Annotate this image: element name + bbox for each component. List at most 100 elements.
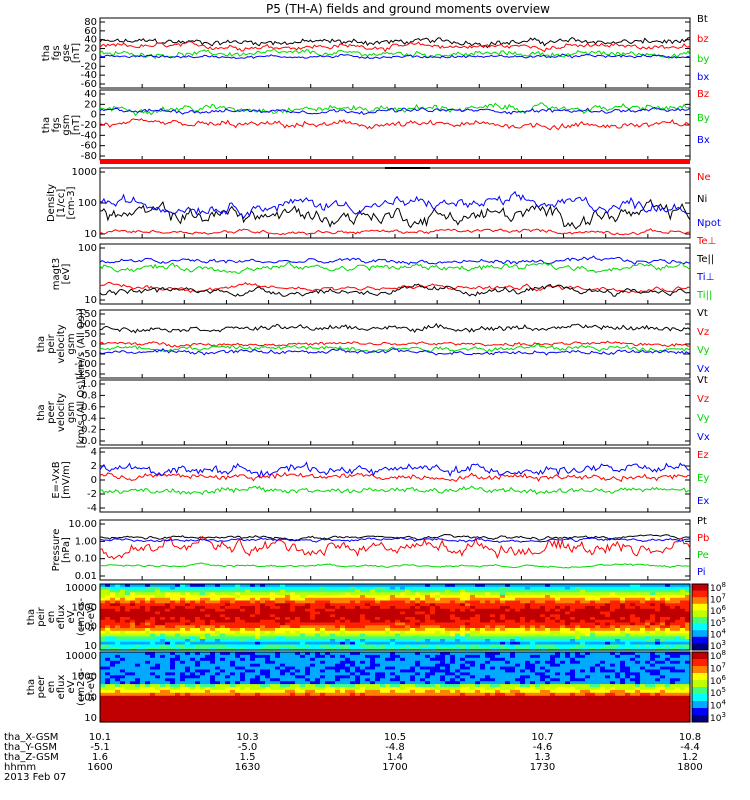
spectrogram-cell [295,684,301,688]
spectrogram-cell [135,617,141,621]
spectrogram-cell [570,636,576,640]
spectrogram-cell [535,586,541,591]
spectrogram-cell [510,606,516,610]
spectrogram-cell [260,644,266,648]
spectrogram-cell [190,660,196,665]
spectrogram-cell [675,657,681,662]
spectrogram-cell [110,641,116,646]
spectrogram-cell [280,595,286,599]
spectrogram-cell [570,681,576,685]
spectrogram-cell [350,589,356,593]
spectrogram-cell [130,614,136,618]
spectrogram-cell [350,622,356,626]
spectrogram-cell [485,617,491,621]
spectrogram-cell [350,584,356,588]
spectrogram-cell [455,652,461,656]
spectrogram-cell [395,597,401,602]
spectrogram-cell [185,608,191,613]
spectrogram-cell [140,628,146,632]
spectrogram-cell [310,586,316,591]
spectrogram-cell [635,600,641,604]
spectrogram-cell [655,600,661,604]
spectrogram-cell [600,595,606,599]
spectrogram-cell [435,603,441,607]
spectrogram-cell [410,606,416,610]
spectrogram-cell [350,625,356,629]
spectrogram-cell [240,644,246,648]
spectrogram-cell [670,687,676,691]
spectrogram-cell [470,600,476,604]
spectrogram-cell [640,660,646,665]
spectrogram-cell [165,654,171,659]
spectrogram-cell [165,684,171,688]
spectrogram-cell [465,672,471,676]
spectrogram-cell [175,617,181,621]
spectrogram-cell [600,663,606,668]
spectrogram-cell [200,622,206,626]
spectrogram-cell [265,608,271,613]
spectrogram-cell [205,692,211,697]
spectrogram-cell [550,630,556,635]
legend-Pt: Pt [697,516,707,527]
spectrogram-cell [545,617,551,621]
spectrogram-cell [165,614,171,618]
spectrogram-cell [310,617,316,621]
spectrogram-cell [625,644,631,648]
spectrogram-cell [505,595,511,599]
spectrogram-cell [615,687,621,691]
spectrogram-cell [665,684,671,688]
spectrogram-cell [405,614,411,618]
spectrogram-cell [525,600,531,604]
spectrogram-cell [465,678,471,682]
spectrogram-cell [165,639,171,643]
spectrogram-cell [110,592,116,596]
spectrogram-cell [335,617,341,621]
spectrogram-cell [340,647,346,651]
y-tick-label: 2 [91,461,97,472]
spectrogram-cell [465,595,471,599]
spectrogram-cell [495,622,501,626]
spectrogram-cell [195,689,201,694]
spectrogram-cell [145,625,151,629]
spectrogram-cell [105,678,111,682]
spectrogram-cell [435,589,441,593]
spectrogram-cell [575,687,581,691]
spectrogram-cell [510,589,516,593]
spectrogram-cell [595,678,601,682]
spectrogram-cell [585,663,591,668]
spectrogram-cell [685,684,691,688]
spectrogram-cell [595,654,601,659]
spectrogram-cell [100,597,106,602]
spectrogram-cell [365,692,371,697]
spectrogram-cell [275,617,281,621]
spectrogram-cell [535,589,541,593]
spectrogram-cell [630,660,636,665]
spectrogram-cell [355,608,361,613]
spectrogram-cell [450,628,456,632]
y-axis-label: (cm2-s- [76,668,87,706]
spectrogram-cell [115,619,121,624]
spectrogram-cell [100,654,106,659]
spectrogram-cell [235,666,241,671]
spectrogram-cell [440,687,446,691]
spectrogram-cell [265,617,271,621]
spectrogram-cell [475,692,481,697]
spectrogram-cell [220,625,226,629]
spectrogram-cell [495,684,501,688]
spectrogram-cell [430,669,436,673]
spectrogram-cell [620,689,626,694]
spectrogram-cell [685,595,691,599]
spectrogram-cell [625,630,631,635]
spectrogram-cell [375,619,381,624]
spectrogram-cell [140,633,146,637]
spectrogram-cell [110,652,116,656]
spectrogram-cell [380,692,386,697]
spectrogram-cell [415,681,421,685]
spectrogram-cell [370,630,376,635]
spectrogram-cell [305,606,311,610]
spectrogram-cell [270,636,276,640]
spectrogram-cell [100,633,106,637]
spectrogram-cell [115,666,121,671]
spectrogram-cell [285,672,291,676]
spectrogram-cell [455,684,461,688]
